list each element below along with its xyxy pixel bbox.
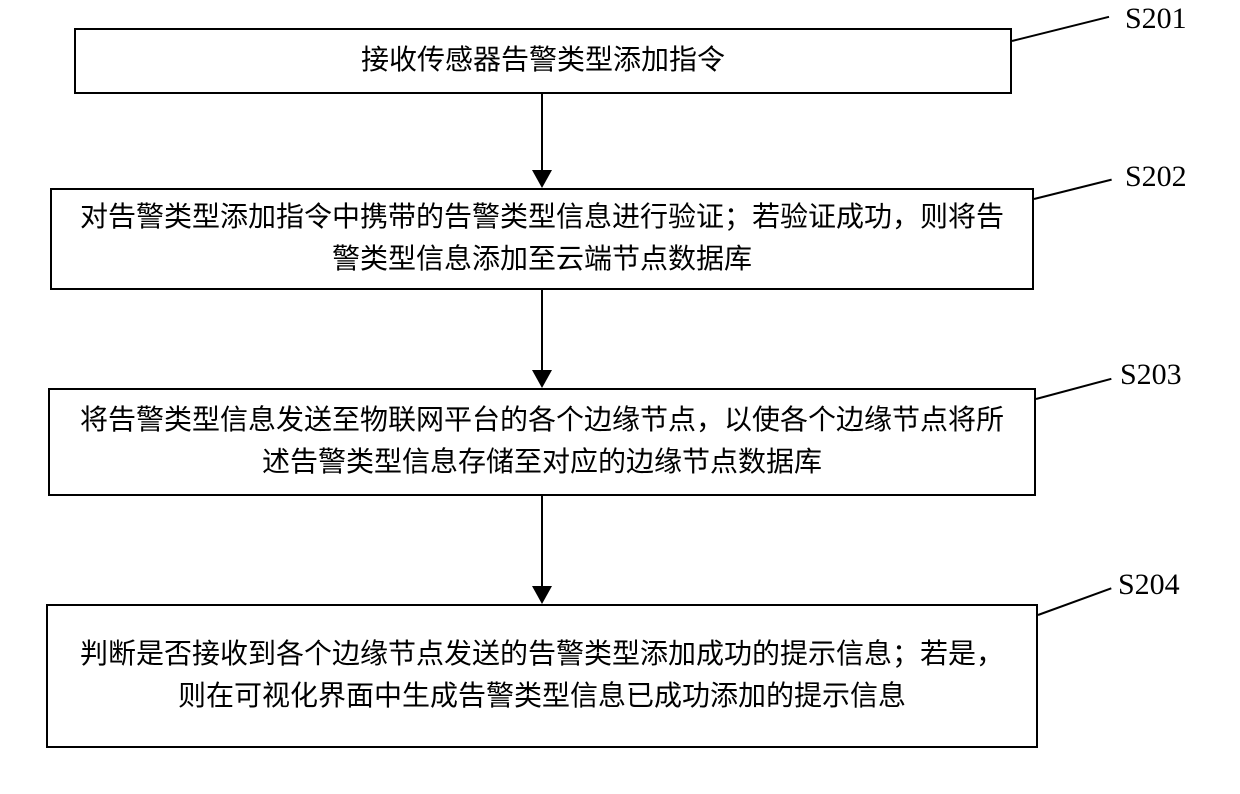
- step-label: S203: [1120, 358, 1182, 392]
- flowchart-step-box: 判断是否接收到各个边缘节点发送的告警类型添加成功的提示信息；若是，则在可视化界面…: [46, 604, 1038, 748]
- label-connector: [1034, 179, 1112, 200]
- arrow-head: [532, 170, 552, 188]
- label-connector: [1038, 587, 1112, 616]
- flowchart-step-box: 接收传感器告警类型添加指令: [74, 28, 1012, 94]
- step-text: 将告警类型信息发送至物联网平台的各个边缘节点，以使各个边缘节点将所述告警类型信息…: [70, 400, 1014, 484]
- label-connector: [1012, 16, 1110, 42]
- arrow-head: [532, 370, 552, 388]
- step-text: 对告警类型添加指令中携带的告警类型信息进行验证；若验证成功，则将告警类型信息添加…: [72, 197, 1012, 281]
- step-text: 判断是否接收到各个边缘节点发送的告警类型添加成功的提示信息；若是，则在可视化界面…: [68, 634, 1016, 718]
- step-text: 接收传感器告警类型添加指令: [361, 40, 725, 82]
- arrow-line: [541, 94, 543, 170]
- step-label: S201: [1125, 2, 1187, 36]
- arrow-line: [541, 496, 543, 586]
- arrow-head: [532, 586, 552, 604]
- step-label: S204: [1118, 568, 1180, 602]
- step-label: S202: [1125, 160, 1187, 194]
- flowchart-container: 接收传感器告警类型添加指令 S201 对告警类型添加指令中携带的告警类型信息进行…: [0, 0, 1240, 794]
- label-connector: [1036, 378, 1112, 400]
- flowchart-step-box: 对告警类型添加指令中携带的告警类型信息进行验证；若验证成功，则将告警类型信息添加…: [50, 188, 1034, 290]
- arrow-line: [541, 290, 543, 370]
- flowchart-step-box: 将告警类型信息发送至物联网平台的各个边缘节点，以使各个边缘节点将所述告警类型信息…: [48, 388, 1036, 496]
